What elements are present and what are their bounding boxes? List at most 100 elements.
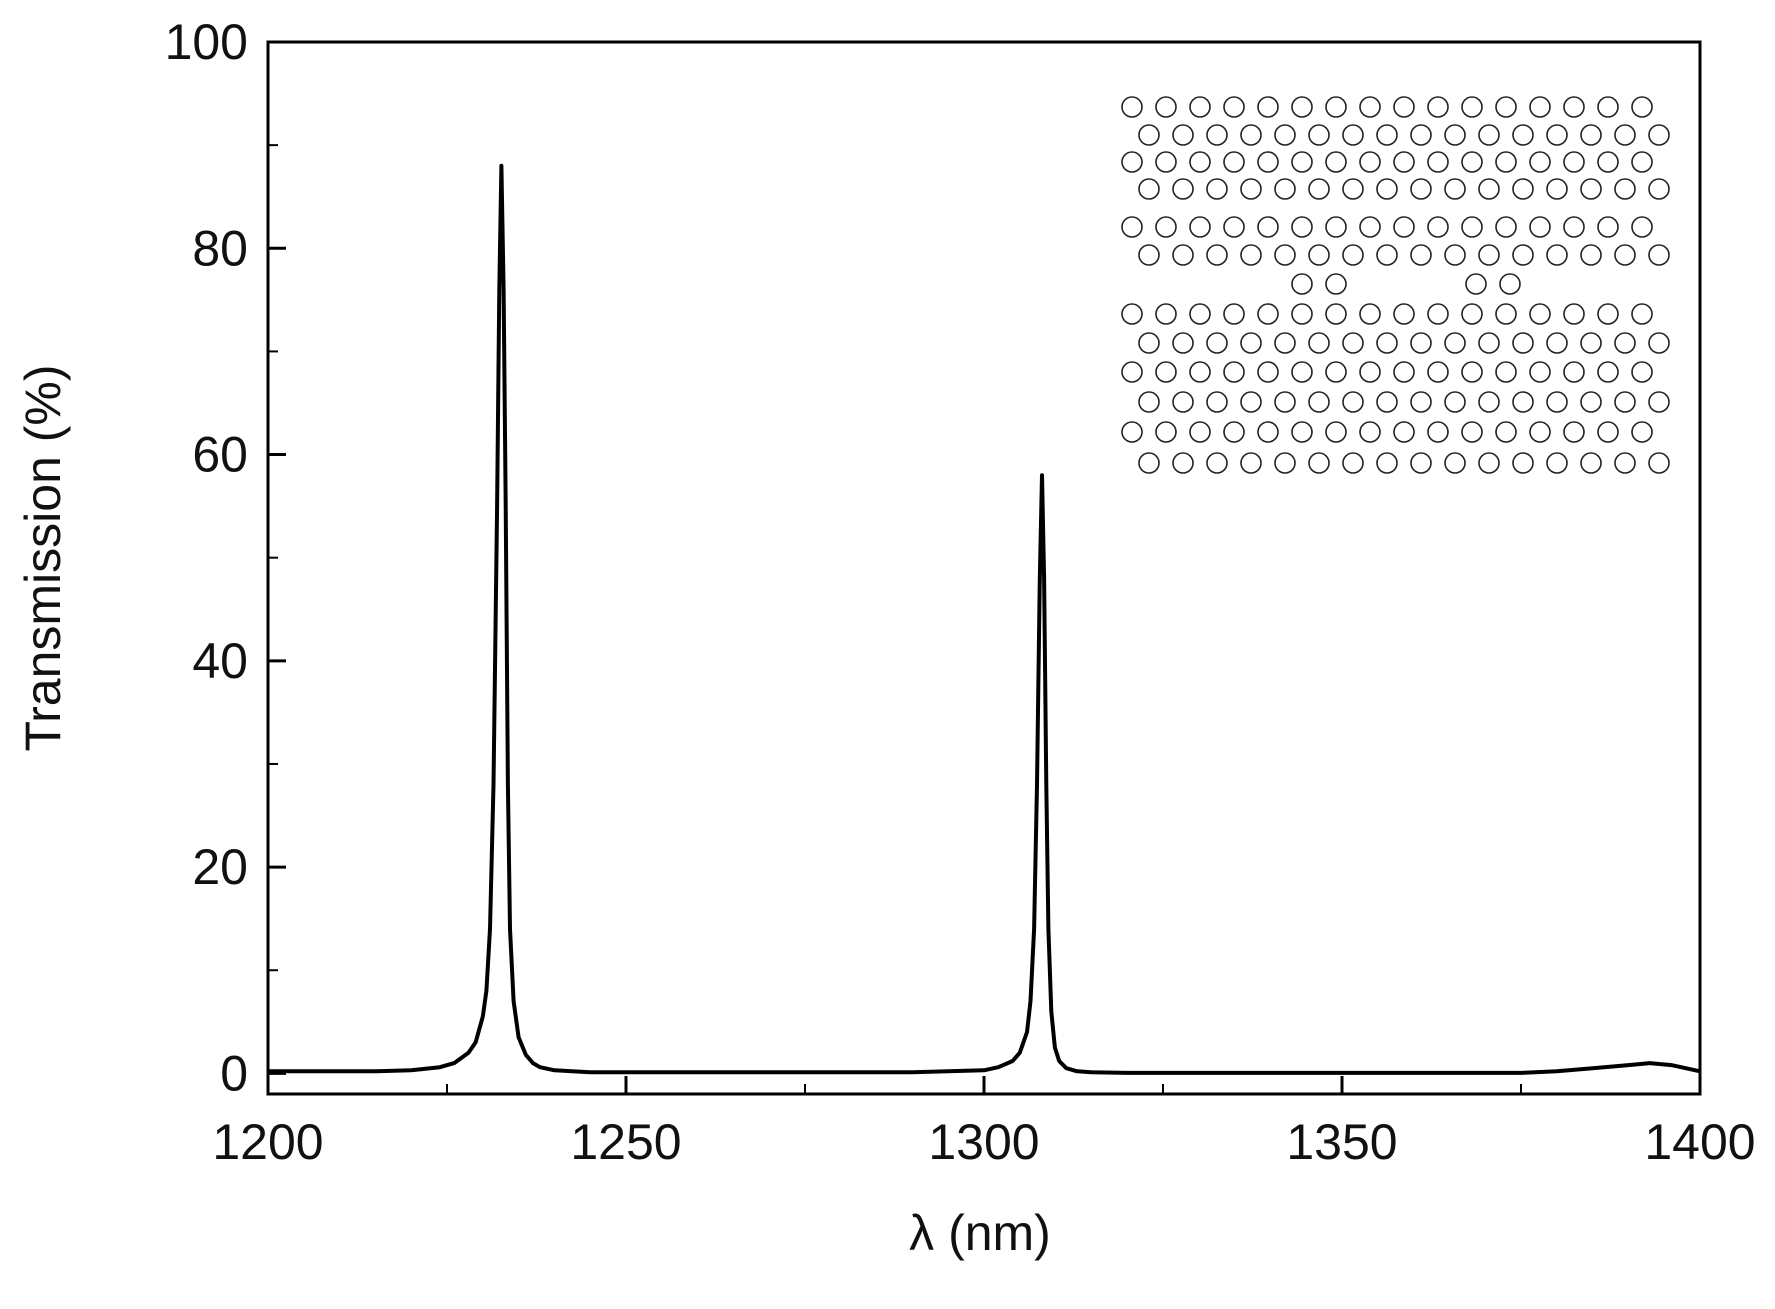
lattice-hole	[1189, 216, 1211, 238]
lattice-hole	[1223, 421, 1245, 443]
lattice-hole	[1512, 332, 1534, 354]
lattice-hole	[1359, 421, 1381, 443]
lattice-hole	[1376, 391, 1398, 413]
lattice-hole	[1308, 244, 1330, 266]
lattice-hole	[1614, 124, 1636, 146]
lattice-hole	[1444, 391, 1466, 413]
lattice-hole	[1427, 421, 1449, 443]
lattice-hole	[1631, 303, 1653, 325]
lattice-hole	[1393, 421, 1415, 443]
lattice-hole	[1325, 216, 1347, 238]
lattice-hole	[1427, 216, 1449, 238]
lattice-hole	[1444, 178, 1466, 200]
lattice-hole	[1240, 391, 1262, 413]
lattice-hole	[1138, 178, 1160, 200]
lattice-hole	[1410, 452, 1432, 474]
lattice-hole	[1546, 391, 1568, 413]
lattice-hole	[1597, 96, 1619, 118]
lattice-hole	[1580, 124, 1602, 146]
lattice-hole	[1410, 332, 1432, 354]
lattice-hole	[1546, 124, 1568, 146]
lattice-hole	[1172, 244, 1194, 266]
lattice-hole	[1342, 244, 1364, 266]
lattice-hole	[1546, 452, 1568, 474]
lattice-hole	[1410, 244, 1432, 266]
lattice-hole	[1172, 452, 1194, 474]
lattice-hole	[1291, 421, 1313, 443]
y-axis-ticks	[268, 40, 286, 1075]
lattice-hole	[1274, 178, 1296, 200]
lattice-hole	[1444, 244, 1466, 266]
defect-hole	[1465, 273, 1487, 295]
x-axis-tick-labels: 1200 1250 1300 1350 1400	[212, 1114, 1755, 1170]
lattice-hole	[1478, 244, 1500, 266]
lattice-hole	[1427, 361, 1449, 383]
lattice-hole	[1393, 216, 1415, 238]
lattice-hole	[1240, 244, 1262, 266]
lattice-hole	[1580, 244, 1602, 266]
y-tick-label: 80	[192, 220, 248, 276]
lattice-hole	[1189, 421, 1211, 443]
lattice-hole	[1155, 151, 1177, 173]
lattice-hole	[1648, 178, 1670, 200]
lattice-hole	[1308, 124, 1330, 146]
lattice-hole	[1240, 124, 1262, 146]
lattice-hole	[1274, 452, 1296, 474]
lattice-hole	[1529, 303, 1551, 325]
lattice-hole	[1291, 303, 1313, 325]
lattice-hole	[1359, 96, 1381, 118]
lattice-hole	[1223, 216, 1245, 238]
lattice-hole	[1563, 303, 1585, 325]
lattice-hole	[1597, 216, 1619, 238]
lattice-hole	[1308, 452, 1330, 474]
lattice-hole	[1614, 244, 1636, 266]
lattice-hole	[1648, 391, 1670, 413]
lattice-hole	[1376, 332, 1398, 354]
inset-background	[1118, 85, 1680, 485]
lattice-hole	[1478, 391, 1500, 413]
lattice-hole	[1189, 96, 1211, 118]
lattice-hole	[1461, 361, 1483, 383]
lattice-hole	[1546, 178, 1568, 200]
lattice-hole	[1121, 303, 1143, 325]
lattice-hole	[1206, 391, 1228, 413]
lattice-hole	[1308, 178, 1330, 200]
lattice-hole	[1529, 151, 1551, 173]
lattice-hole	[1257, 421, 1279, 443]
lattice-hole	[1274, 332, 1296, 354]
lattice-hole	[1172, 332, 1194, 354]
lattice-hole	[1393, 361, 1415, 383]
defect-hole	[1499, 273, 1521, 295]
lattice-hole	[1563, 421, 1585, 443]
lattice-hole	[1274, 124, 1296, 146]
lattice-hole	[1206, 244, 1228, 266]
y-tick-label: 100	[165, 14, 248, 70]
lattice-hole	[1597, 151, 1619, 173]
lattice-hole	[1342, 391, 1364, 413]
lattice-hole	[1257, 303, 1279, 325]
lattice-hole	[1376, 124, 1398, 146]
lattice-hole	[1206, 178, 1228, 200]
x-tick-label: 1300	[928, 1114, 1039, 1170]
lattice-hole	[1597, 421, 1619, 443]
lattice-hole	[1223, 96, 1245, 118]
lattice-hole	[1308, 332, 1330, 354]
lattice-hole	[1410, 124, 1432, 146]
lattice-hole	[1631, 96, 1653, 118]
lattice-hole	[1631, 151, 1653, 173]
lattice-hole	[1580, 178, 1602, 200]
lattice-hole	[1155, 421, 1177, 443]
lattice-hole	[1274, 391, 1296, 413]
lattice-hole	[1614, 452, 1636, 474]
lattice-hole	[1461, 96, 1483, 118]
lattice-hole	[1121, 216, 1143, 238]
lattice-hole	[1359, 303, 1381, 325]
lattice-hole	[1121, 361, 1143, 383]
lattice-hole	[1529, 96, 1551, 118]
lattice-hole	[1342, 124, 1364, 146]
lattice-hole	[1529, 421, 1551, 443]
lattice-hole	[1512, 124, 1534, 146]
lattice-hole	[1342, 178, 1364, 200]
lattice-hole	[1240, 178, 1262, 200]
